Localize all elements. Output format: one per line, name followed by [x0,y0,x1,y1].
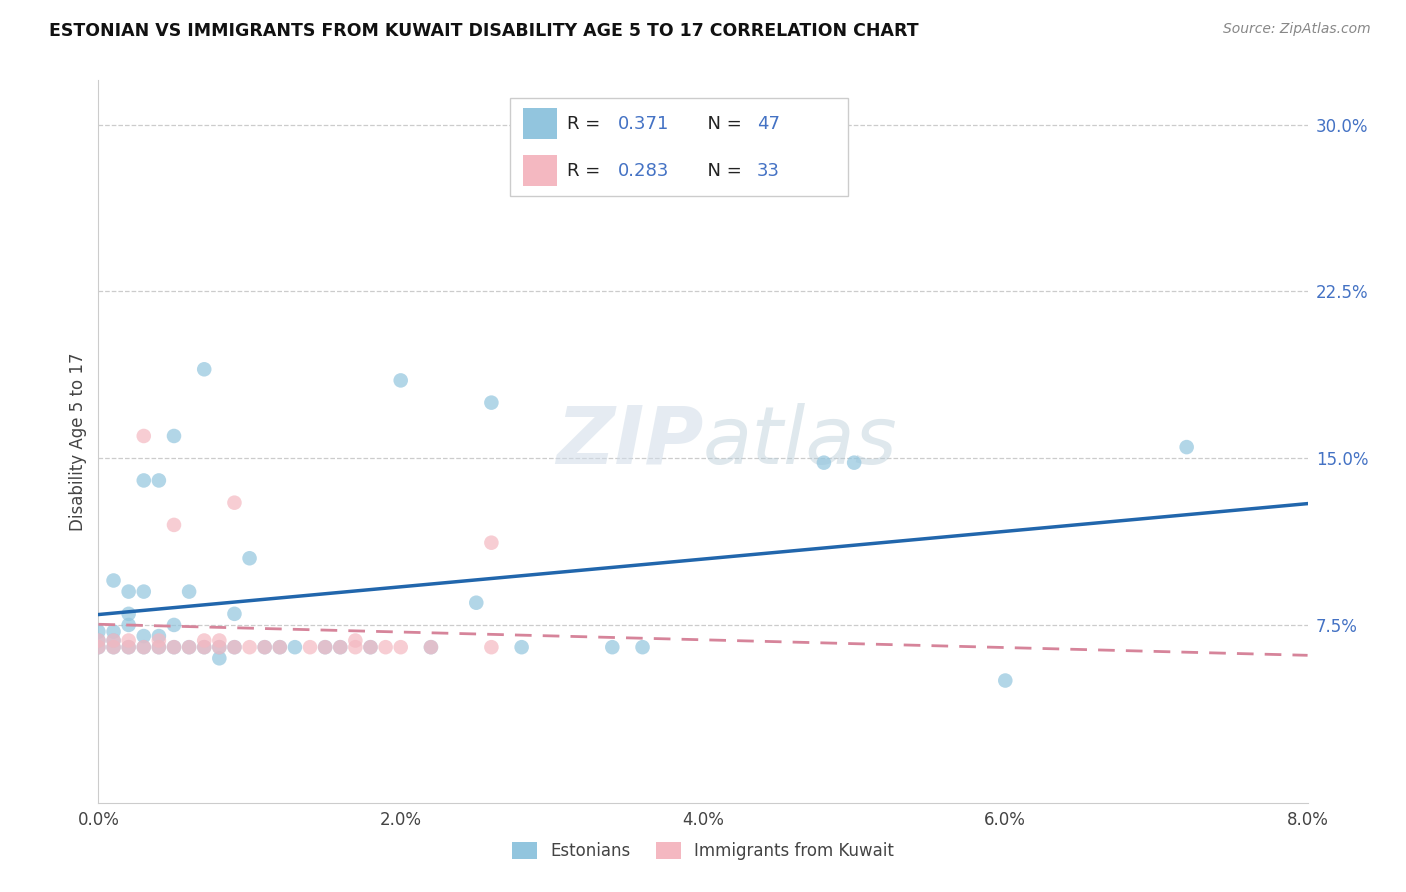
Y-axis label: Disability Age 5 to 17: Disability Age 5 to 17 [69,352,87,531]
Point [481,395,503,409]
Point [163,618,186,632]
Point [329,640,352,655]
Point [132,474,155,488]
Point [389,640,412,655]
Point [602,640,624,655]
Point [193,640,215,655]
Point [360,640,382,655]
Point [481,535,503,549]
Point [208,640,231,655]
Point [374,640,396,655]
Point [103,640,125,655]
Point [118,640,141,655]
Point [103,624,125,639]
Point [132,640,155,655]
Point [103,633,125,648]
Point [193,362,215,376]
Point [224,607,246,621]
Point [103,574,125,588]
Point [631,640,654,655]
Point [208,651,231,665]
Point [87,633,110,648]
Point [344,633,367,648]
Point [994,673,1017,688]
Point [193,633,215,648]
Point [299,640,322,655]
Point [269,640,291,655]
Point [224,496,246,510]
Point [148,474,170,488]
Point [87,640,110,655]
Point [510,640,533,655]
Point [284,640,307,655]
Point [132,584,155,599]
Point [253,640,276,655]
Point [148,640,170,655]
Point [118,607,141,621]
Point [163,429,186,443]
Point [420,640,443,655]
Point [481,640,503,655]
Point [87,624,110,639]
Point [389,373,412,387]
Point [360,640,382,655]
Point [87,633,110,648]
Legend: Estonians, Immigrants from Kuwait: Estonians, Immigrants from Kuwait [505,835,901,867]
Point [132,429,155,443]
Point [844,456,866,470]
Point [344,640,367,655]
Point [420,640,443,655]
Text: Source: ZipAtlas.com: Source: ZipAtlas.com [1223,22,1371,37]
Point [118,618,141,632]
Point [465,596,488,610]
Point [208,640,231,655]
Point [148,633,170,648]
Point [224,640,246,655]
Point [179,584,201,599]
Point [148,640,170,655]
Point [239,551,262,566]
Point [208,633,231,648]
Point [813,456,835,470]
Point [193,640,215,655]
Point [269,640,291,655]
Point [148,629,170,643]
Point [132,640,155,655]
Point [118,633,141,648]
Point [329,640,352,655]
Point [132,629,155,643]
Point [314,640,336,655]
Point [118,640,141,655]
Point [179,640,201,655]
Text: ZIP: ZIP [555,402,703,481]
Point [163,517,186,532]
Point [253,640,276,655]
Point [179,640,201,655]
Point [239,640,262,655]
Point [224,640,246,655]
Point [314,640,336,655]
Point [1175,440,1198,454]
Point [87,640,110,655]
Point [118,584,141,599]
Point [103,633,125,648]
Point [103,640,125,655]
Point [163,640,186,655]
Text: ESTONIAN VS IMMIGRANTS FROM KUWAIT DISABILITY AGE 5 TO 17 CORRELATION CHART: ESTONIAN VS IMMIGRANTS FROM KUWAIT DISAB… [49,22,920,40]
Point [163,640,186,655]
Text: atlas: atlas [703,402,898,481]
